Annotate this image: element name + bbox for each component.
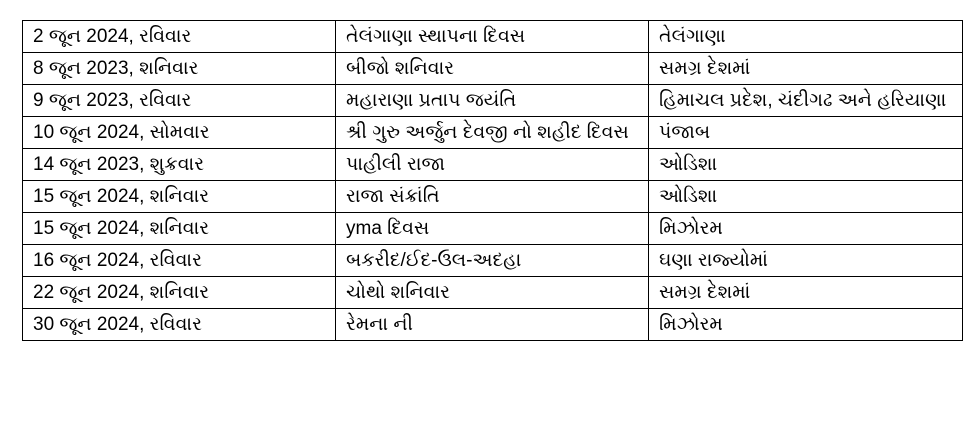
holiday-name-cell: શ્રી ગુરુ અર્જુન દેવજી નો શહીદ દિવસ xyxy=(335,116,649,149)
table-row: 9 જૂન 2023, રવિવાર મહારાણા પ્રતાપ જયંતિ હિ… xyxy=(22,84,963,117)
holiday-name-cell: પાહીલી રાજા xyxy=(335,148,649,181)
date-cell: 9 જૂન 2023, રવિવાર xyxy=(22,84,336,117)
holiday-name-cell: રેમના ની xyxy=(335,308,649,341)
table-row: 15 જૂન 2024, શનિવાર yma દિવસ મિઝોરમ xyxy=(22,212,963,245)
holiday-name-cell: ચોથો શનિવાર xyxy=(335,276,649,309)
region-cell: સમગ્ર દેશમાં xyxy=(648,52,963,85)
holiday-table-body: 2 જૂન 2024, રવિવાર તેલંગાણા સ્થાપના દિવસ ત… xyxy=(22,20,963,341)
date-cell: 8 જૂન 2023, શનિવાર xyxy=(22,52,336,85)
table-row: 2 જૂન 2024, રવિવાર તેલંગાણા સ્થાપના દિવસ ત… xyxy=(22,20,963,53)
region-cell: ઘણા રાજ્યોમાં xyxy=(648,244,963,277)
table-row: 10 જૂન 2024, સોમવાર શ્રી ગુરુ અર્જુન દેવજ… xyxy=(22,116,963,149)
table-row: 15 જૂન 2024, શનિવાર રાજા સંક્રાંતિ ઓડિશા xyxy=(22,180,963,213)
table-row: 30 જૂન 2024, રવિવાર રેમના ની મિઝોરમ xyxy=(22,308,963,341)
holiday-name-cell: તેલંગાણા સ્થાપના દિવસ xyxy=(335,20,649,53)
date-cell: 30 જૂન 2024, રવિવાર xyxy=(22,308,336,341)
holiday-name-cell: બીજો શનિવાર xyxy=(335,52,649,85)
region-cell: ઓડિશા xyxy=(648,180,963,213)
holiday-name-cell: રાજા સંક્રાંતિ xyxy=(335,180,649,213)
date-cell: 22 જૂન 2024, શનિવાર xyxy=(22,276,336,309)
date-cell: 2 જૂન 2024, રવિવાર xyxy=(22,20,336,53)
date-cell: 14 જૂન 2023, શુક્રવાર xyxy=(22,148,336,181)
region-cell: મિઝોરમ xyxy=(648,212,963,245)
region-cell: પંજાબ xyxy=(648,116,963,149)
date-cell: 15 જૂન 2024, શનિવાર xyxy=(22,212,336,245)
region-cell: સમગ્ર દેશમાં xyxy=(648,276,963,309)
date-cell: 10 જૂન 2024, સોમવાર xyxy=(22,116,336,149)
holiday-name-cell: yma દિવસ xyxy=(335,212,649,245)
holiday-name-cell: મહારાણા પ્રતાપ જયંતિ xyxy=(335,84,649,117)
region-cell: ઓડિશા xyxy=(648,148,963,181)
region-cell: હિમાચલ પ્રદેશ, ચંદીગઢ અને હરિયાણા xyxy=(648,84,963,117)
table-row: 8 જૂન 2023, શનિવાર બીજો શનિવાર સમગ્ર દેશમા… xyxy=(22,52,963,85)
table-row: 16 જૂન 2024, રવિવાર બકરીદ/ઈદ-ઉલ-અદહા ઘણા ર… xyxy=(22,244,963,277)
holiday-table: 2 જૂન 2024, રવિવાર તેલંગાણા સ્થાપના દિવસ ત… xyxy=(22,20,963,341)
date-cell: 16 જૂન 2024, રવિવાર xyxy=(22,244,336,277)
table-row: 22 જૂન 2024, શનિવાર ચોથો શનિવાર સમગ્ર દેશમ… xyxy=(22,276,963,309)
region-cell: મિઝોરમ xyxy=(648,308,963,341)
table-row: 14 જૂન 2023, શુક્રવાર પાહીલી રાજા ઓડિશા xyxy=(22,148,963,181)
region-cell: તેલંગાણા xyxy=(648,20,963,53)
date-cell: 15 જૂન 2024, શનિવાર xyxy=(22,180,336,213)
holiday-name-cell: બકરીદ/ઈદ-ઉલ-અદહા xyxy=(335,244,649,277)
